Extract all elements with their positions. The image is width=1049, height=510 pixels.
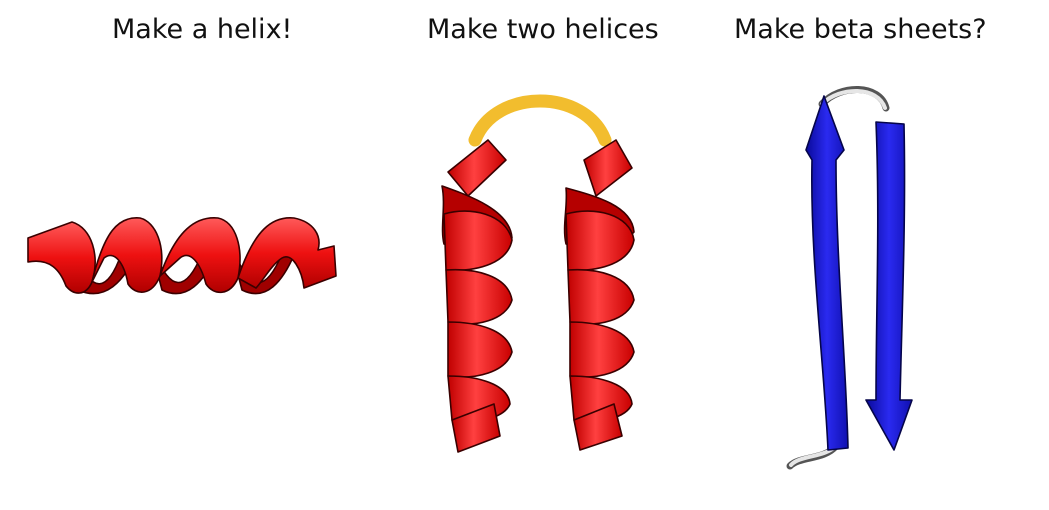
panel-1-caption: Make a helix! [112,14,293,45]
panel-3-caption: Make beta sheets? [734,14,987,45]
beta-strand-left-arrow [805,95,849,451]
right-helix-ribbon [563,139,635,451]
left-helix-ribbon [441,139,513,453]
panel-2-caption: Make two helices [427,14,659,45]
beta-strand-right-arrow [865,121,913,451]
single-helix-ribbon [27,217,337,295]
helix-connecting-loop [468,94,612,147]
beta-turn-loop-top-inner [820,89,887,110]
